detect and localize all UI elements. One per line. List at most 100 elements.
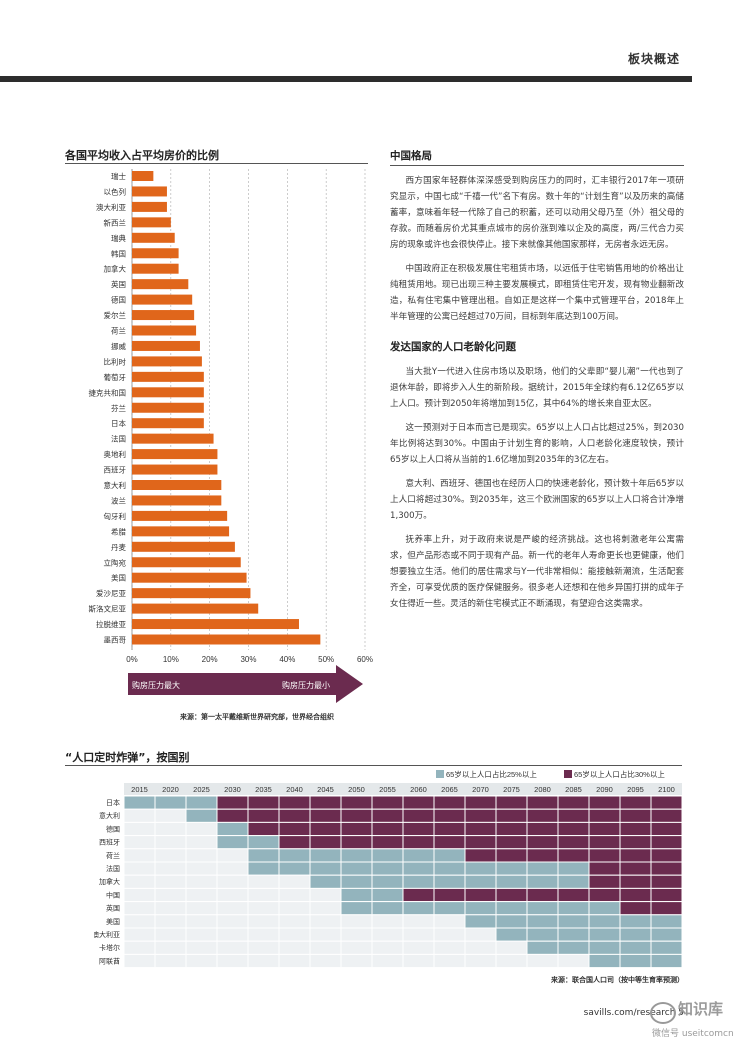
year-label: 2040	[286, 785, 303, 794]
grid-cell	[185, 835, 218, 850]
year-label: 2090	[596, 785, 613, 794]
grid-cell	[619, 953, 652, 969]
category-label: 加拿大	[104, 264, 127, 274]
grid-cell	[247, 927, 280, 942]
grid-cell	[650, 808, 683, 823]
bar	[132, 186, 167, 197]
grid-cell	[433, 953, 466, 969]
grid-cell	[526, 848, 559, 863]
bar	[132, 217, 171, 228]
bar	[132, 171, 154, 181]
year-label: 2080	[534, 785, 551, 794]
grid-cell	[340, 901, 373, 916]
grid-cell	[433, 940, 466, 955]
grid-cell	[123, 808, 156, 823]
bar	[132, 356, 202, 367]
legend-30-swatch	[564, 770, 572, 778]
grid-cell	[650, 835, 683, 850]
grid-cell	[247, 808, 280, 823]
x-tick-label: 30%	[240, 655, 256, 664]
grid-cell	[588, 848, 621, 863]
grid-cell	[557, 914, 590, 929]
section-heading-aging: 发达国家的人口老龄化问题	[390, 341, 516, 353]
grid-cell	[340, 808, 373, 823]
category-label: 韩国	[111, 248, 126, 258]
grid-cell	[464, 927, 497, 942]
grid-cell	[557, 874, 590, 889]
grid-cell	[247, 940, 280, 955]
grid-cell	[402, 953, 435, 969]
grid-cell	[123, 914, 156, 929]
category-label: 斯洛文尼亚	[89, 604, 127, 614]
grid-cell	[557, 953, 590, 969]
year-label: 2060	[410, 785, 427, 794]
watermark-sub: 微信号 useitcomcn	[652, 1029, 734, 1039]
bar	[132, 279, 189, 290]
grid-cell	[371, 795, 404, 810]
grid-cell	[464, 901, 497, 916]
grid-cell	[371, 901, 404, 916]
grid-cell	[216, 808, 249, 823]
grid-cell	[495, 940, 528, 955]
grid-cell	[123, 861, 156, 876]
legend-25-label: 65岁以上人口占比25%以上	[446, 769, 537, 779]
wechat-icon	[650, 1002, 676, 1024]
paragraph: 意大利、西班牙、德国也在经历人口的快速老龄化，预计数十年后65岁以上人口将超过3…	[390, 479, 684, 521]
year-label: 2020	[162, 785, 179, 794]
year-label: 2100	[658, 785, 675, 794]
grid-cell	[433, 887, 466, 903]
bar	[132, 557, 241, 568]
grid-cell	[588, 821, 621, 837]
grid-cell	[185, 887, 218, 903]
grid-cell	[495, 808, 528, 823]
grid-cell	[464, 808, 497, 823]
grid-cell	[340, 927, 373, 942]
grid-cell	[495, 821, 528, 837]
grid-cell	[185, 940, 218, 955]
grid-cell	[154, 848, 187, 863]
grid-cell	[247, 821, 280, 837]
grid-cell	[154, 821, 187, 837]
footer-url[interactable]: savills.com/research 5	[583, 1008, 684, 1018]
grid-cell	[123, 940, 156, 955]
grid-cell	[650, 914, 683, 929]
grid-cell	[464, 861, 497, 876]
grid-cell	[185, 953, 218, 969]
grid-cell	[402, 927, 435, 942]
grid-cell	[123, 901, 156, 916]
grid-cell	[619, 821, 652, 837]
country-label: 卡塔尔	[99, 943, 120, 952]
grid-cell	[154, 835, 187, 850]
x-tick-label: 50%	[318, 655, 334, 664]
grid-cell	[619, 835, 652, 850]
grid-cell	[433, 821, 466, 837]
year-label: 2025	[193, 785, 210, 794]
bar-chart-rule	[65, 163, 368, 164]
category-label: 新西兰	[104, 217, 127, 227]
article: 中国格局 西方国家年轻群体深深感受到购房压力的同时，汇丰银行2017年一项研究显…	[390, 150, 684, 620]
grid-cell	[216, 927, 249, 942]
grid-cell	[185, 861, 218, 876]
grid-cell	[123, 887, 156, 903]
grid-cell	[433, 795, 466, 810]
country-label: 美国	[106, 917, 120, 926]
grid-cell	[526, 901, 559, 916]
grid-cell	[495, 927, 528, 942]
category-label: 希腊	[111, 526, 126, 536]
category-label: 意大利	[104, 480, 127, 490]
grid-cell	[557, 848, 590, 863]
grid-cell	[650, 795, 683, 810]
grid-cell	[340, 795, 373, 810]
grid-cell	[309, 848, 342, 863]
grid-cell	[619, 914, 652, 929]
grid-cell	[619, 927, 652, 942]
category-label: 波兰	[111, 495, 126, 505]
grid-cell	[464, 795, 497, 810]
country-label: 阿联酋	[99, 956, 120, 965]
x-tick-label: 40%	[279, 655, 295, 664]
grid-cell	[154, 914, 187, 929]
grid-cell	[650, 874, 683, 889]
grid-cell	[154, 927, 187, 942]
category-label: 拉脱维亚	[96, 619, 126, 629]
grid-cell	[526, 914, 559, 929]
